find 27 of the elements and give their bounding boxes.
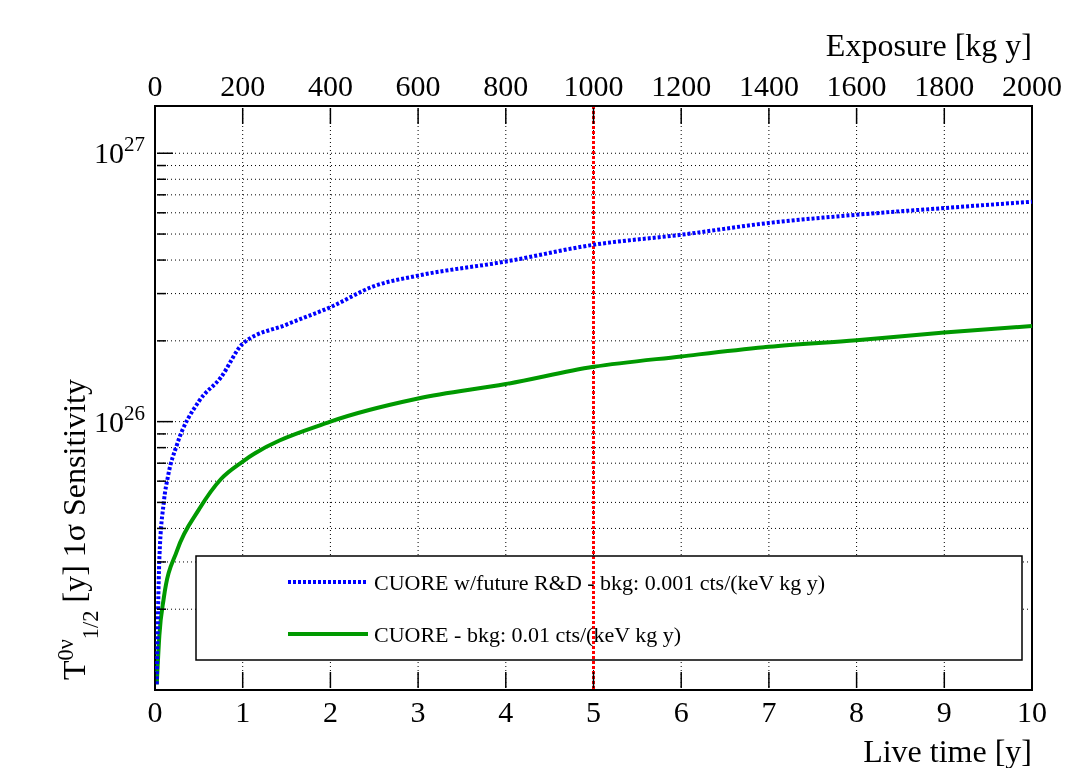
x2-tick-label: 1600 — [826, 69, 887, 102]
x2-tick-label: 2000 — [1002, 69, 1062, 102]
y-tick-label: 10$^{27}$ — [94, 132, 145, 170]
x-tick-label: 8 — [849, 695, 865, 728]
x2-tick-label: 800 — [483, 69, 529, 102]
x-tick-label: 1 — [235, 695, 251, 728]
x-tick-label: 6 — [673, 695, 689, 728]
y-tick-label: 10$^{26}$ — [94, 400, 145, 438]
x2-tick-label: 400 — [307, 69, 353, 102]
legend-label: CUORE w/future R&D - bkg: 0.001 cts/(keV kg y) — [374, 570, 826, 595]
x-tick-label: 3 — [410, 695, 426, 728]
x2-tick-label: 1200 — [651, 69, 712, 102]
x2-tick-label: 1000 — [563, 69, 624, 102]
x-tick-label: 7 — [761, 695, 777, 728]
x2-tick-label: 0 — [147, 69, 163, 102]
x-tick-label: 10 — [1017, 695, 1047, 728]
x2-tick-label: 1800 — [914, 69, 975, 102]
x2-tick-label: 600 — [395, 69, 441, 102]
x-tick-label: 4 — [498, 695, 514, 728]
x2-tick-label: 1400 — [738, 69, 799, 102]
x-tick-label: 9 — [936, 695, 952, 728]
x2-axis-title: Exposure [kg y] — [825, 27, 1032, 63]
x-tick-label: 5 — [586, 695, 601, 728]
x-tick-label: 2 — [322, 695, 338, 728]
x2-tick-label: 200 — [220, 69, 266, 102]
x-tick-label: 0 — [147, 695, 163, 728]
legend-label: CUORE - bkg: 0.01 cts/(keV kg y) — [374, 622, 681, 647]
